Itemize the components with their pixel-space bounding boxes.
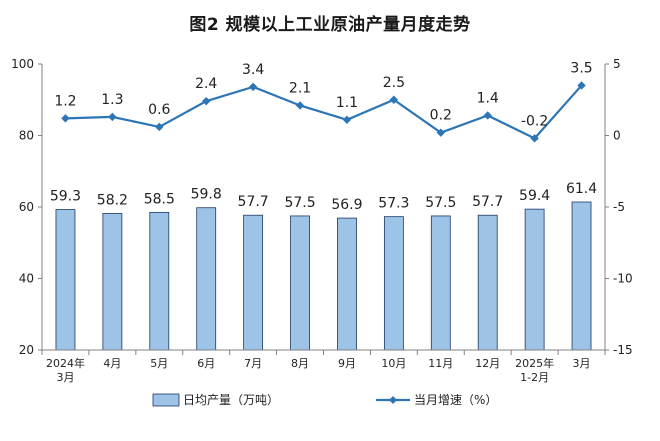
category-label: 6月 (197, 357, 215, 370)
growth-line (65, 84, 583, 140)
chart-title: 图2 规模以上工业原油产量月度走势 (189, 15, 471, 35)
line-point (202, 96, 211, 106)
line-value-label: 0.2 (430, 108, 452, 124)
right-tick-label: -15 (613, 343, 633, 357)
line-value-label: 1.3 (101, 92, 123, 108)
bar-value-label: 61.4 (566, 181, 597, 197)
line-point (530, 134, 539, 143)
bar-value-label: 59.4 (519, 188, 550, 204)
category-label: 11月 (428, 357, 453, 370)
category-label: 3月 (573, 357, 591, 370)
left-tick-label: 40 (19, 272, 34, 286)
line-value-label: 0.6 (148, 102, 170, 118)
line-point (389, 95, 399, 104)
category-label: 5月 (150, 357, 168, 370)
line-value-label: 1.1 (336, 95, 358, 111)
right-tick-label: -5 (613, 200, 625, 214)
line-value-label: 3.4 (242, 62, 264, 78)
bar (243, 214, 264, 351)
bar-value-label: 59.3 (50, 189, 81, 205)
line-point (483, 111, 492, 120)
line-value-label: 1.4 (477, 90, 499, 106)
bar (430, 215, 451, 351)
line-layer (61, 81, 586, 143)
line-value-label: 2.4 (195, 76, 217, 92)
labels-layer: 59.3 58.2 58.5 59.8 57.7 57.5 56.9 57.3 57.5 57.7… (50, 60, 597, 213)
legend-bar-label: 日均产量（万吨） (183, 393, 279, 407)
line-value-label: -0.2 (521, 113, 548, 129)
left-tick-label: 20 (19, 343, 34, 357)
line-value-label: 3.5 (570, 60, 592, 76)
category-label: 10月 (381, 357, 406, 370)
category-label: 2024年 3月 (46, 356, 85, 384)
line-point (248, 82, 258, 92)
bar-value-label: 57.7 (472, 194, 503, 210)
category-label: 2025年 1-2月 (515, 356, 554, 384)
bar (102, 213, 123, 351)
category-label: 8月 (291, 357, 309, 370)
category-label: 9月 (338, 357, 356, 370)
bar (196, 207, 217, 351)
legend-bar-swatch (152, 393, 180, 407)
bar-value-label: 58.5 (144, 191, 175, 207)
category-label: 7月 (244, 357, 262, 370)
line-value-label: 2.5 (383, 75, 405, 91)
bar-value-label: 59.8 (191, 187, 222, 203)
bar-value-label: 57.3 (378, 196, 409, 212)
legend: 日均产量（万吨） 当月增速（%） (152, 393, 497, 407)
bars-layer (55, 201, 592, 351)
axes-layer: 20 40 60 80 100 -15 -10 -5 0 5 2024年 3月 4月 5月 6月 7月 8月 9月… (11, 57, 633, 384)
line-point (155, 122, 164, 132)
bar (524, 208, 545, 351)
bar (571, 201, 592, 351)
bar-value-label: 58.2 (97, 192, 128, 208)
left-tick-label: 100 (11, 57, 34, 71)
left-tick-label: 60 (19, 200, 34, 214)
line-value-label: 1.2 (54, 93, 76, 109)
legend-line-marker (389, 396, 397, 404)
bar-value-label: 56.9 (331, 197, 362, 213)
line-point (436, 128, 445, 137)
legend-line-label: 当月增速（%） (414, 393, 497, 407)
line-point (61, 114, 70, 123)
right-tick-label: 0 (613, 129, 621, 143)
line-point (295, 101, 305, 110)
bar (290, 215, 310, 351)
line-point (577, 81, 586, 90)
bar (337, 217, 357, 351)
bar (383, 216, 404, 351)
bar-value-label: 57.5 (284, 195, 315, 211)
bar (477, 214, 498, 351)
bar (149, 211, 170, 351)
category-label: 12月 (475, 357, 500, 370)
bar-value-label: 57.5 (425, 195, 456, 211)
right-tick-label: 5 (613, 57, 621, 71)
line-value-label: 2.1 (289, 80, 311, 96)
line-point (108, 112, 117, 122)
line-point (342, 115, 352, 124)
category-label: 4月 (103, 357, 121, 370)
bar-value-label: 57.7 (238, 194, 269, 210)
bar (55, 209, 76, 351)
right-tick-label: -10 (613, 272, 633, 286)
left-tick-label: 80 (19, 129, 34, 143)
